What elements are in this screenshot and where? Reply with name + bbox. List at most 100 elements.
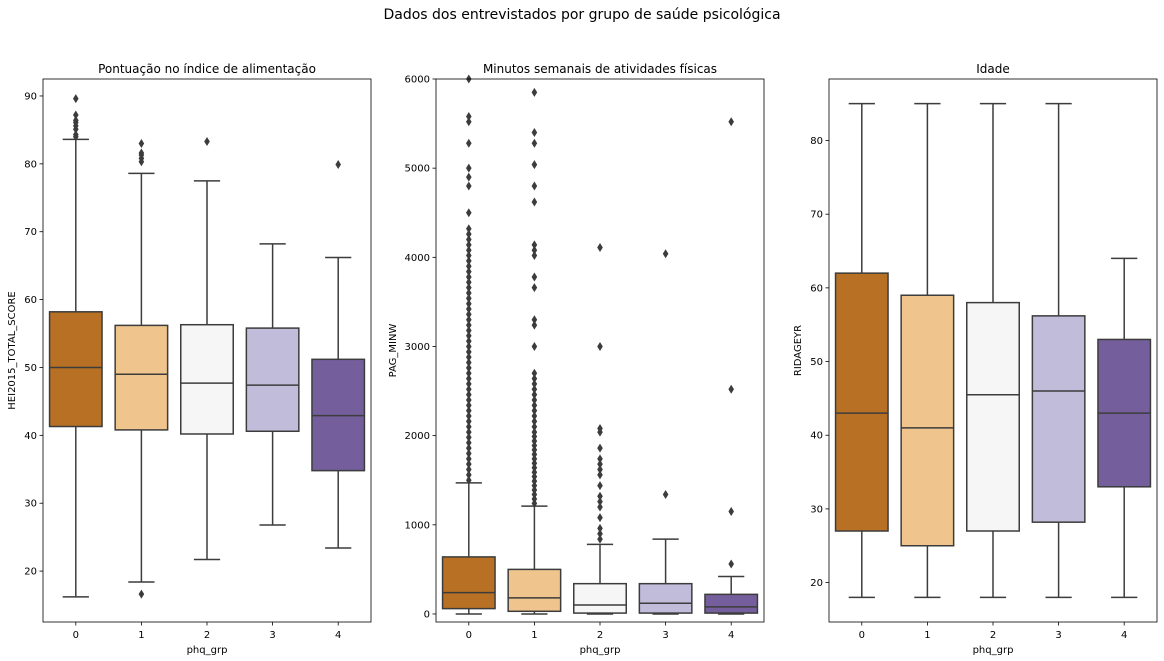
- box: [573, 582, 627, 614]
- box: [834, 272, 889, 532]
- x-tick-label: 3: [1055, 630, 1061, 641]
- outlier-point: [531, 379, 538, 389]
- outlier-point: [466, 309, 472, 319]
- y-tick-label: 6000: [405, 75, 430, 86]
- outlier-point: [597, 491, 603, 501]
- y-tick-label: 20: [24, 567, 37, 578]
- outlier-point: [597, 424, 603, 434]
- outlier-point: [597, 470, 603, 480]
- x-tick-label: 1: [138, 630, 144, 641]
- box-group-0: [441, 74, 496, 615]
- y-tick-label: 20: [810, 578, 823, 589]
- y-tick-label: 40: [810, 431, 823, 442]
- y-tick-label: 50: [810, 357, 823, 368]
- box: [638, 582, 693, 614]
- outlier-point: [597, 459, 603, 469]
- outlier-point: [531, 320, 538, 330]
- outlier-point: [531, 245, 538, 255]
- x-tick-label: 4: [728, 630, 734, 641]
- outlier-point: [531, 315, 538, 325]
- panel-title: Minutos semanais de atividades físicas: [483, 62, 717, 76]
- box: [441, 556, 496, 610]
- outlier-point: [531, 138, 538, 148]
- y-tick-label: 60: [810, 283, 823, 294]
- outlier-point: [466, 331, 472, 341]
- box: [245, 327, 300, 433]
- outlier-point: [466, 454, 472, 464]
- box: [900, 294, 955, 547]
- x-tick-label: 3: [269, 630, 275, 641]
- outlier-point: [466, 117, 472, 127]
- x-tick-label: 0: [73, 630, 79, 641]
- outlier-point: [466, 283, 472, 293]
- box-group-2: [966, 102, 1020, 599]
- outlier-point: [466, 277, 472, 287]
- y-tick-label: 5000: [405, 164, 430, 175]
- box-group-4: [704, 117, 759, 615]
- box: [966, 301, 1020, 532]
- outlier-point: [531, 197, 538, 207]
- outlier-point: [466, 438, 472, 448]
- box-group-2: [180, 136, 234, 561]
- outlier-point: [466, 475, 472, 485]
- x-tick-label: 0: [466, 630, 472, 641]
- outlier-point: [728, 117, 734, 127]
- x-axis-label: phq_grp: [187, 645, 228, 656]
- outlier-point: [73, 94, 79, 104]
- outlier-point: [531, 87, 538, 97]
- outlier-point: [466, 379, 472, 389]
- outlier-point: [138, 148, 145, 158]
- y-tick-label: 80: [24, 159, 37, 170]
- x-tick-label: 2: [597, 630, 603, 641]
- outlier-point: [531, 240, 538, 250]
- outlier-point: [531, 395, 538, 405]
- outlier-point: [466, 256, 472, 266]
- outlier-point: [531, 160, 538, 170]
- box: [180, 323, 234, 435]
- x-axis-label: phq_grp: [580, 645, 621, 656]
- box-group-2: [573, 243, 627, 615]
- outlier-point: [466, 293, 472, 303]
- outlier-point: [73, 130, 79, 140]
- outlier-point: [466, 304, 472, 314]
- outlier-point: [466, 427, 472, 437]
- box-group-3: [1031, 102, 1086, 599]
- outlier-point: [597, 443, 603, 453]
- outlier-point: [597, 465, 603, 475]
- box-group-4: [1097, 257, 1152, 599]
- box: [507, 568, 562, 613]
- chart-panel-1: Minutos semanais de atividades físicas 0 1…: [388, 62, 765, 656]
- y-tick-label: 90: [24, 91, 37, 102]
- outlier-point: [466, 358, 472, 368]
- box-group-1: [114, 138, 169, 599]
- outlier-point: [466, 138, 472, 148]
- outlier-point: [466, 336, 472, 346]
- box-group-1: [900, 102, 955, 599]
- box: [1031, 315, 1086, 523]
- outlier-point: [531, 422, 538, 432]
- chart-panel-2: Idade 20 30 40 50 60 70 80 0 1 2 3 4 phq_grp RIDAGEYR: [793, 62, 1158, 656]
- outlier-point: [138, 138, 145, 148]
- y-tick-label: 80: [810, 136, 823, 147]
- outlier-point: [531, 374, 538, 384]
- y-tick-label: 0: [424, 609, 430, 620]
- outlier-point: [531, 341, 538, 351]
- outlier-point: [204, 136, 210, 146]
- outlier-point: [466, 261, 472, 271]
- outlier-point: [466, 163, 472, 173]
- outlier-point: [466, 240, 472, 250]
- outlier-point: [466, 400, 472, 410]
- outlier-point: [662, 489, 669, 499]
- outlier-point: [662, 249, 669, 259]
- box-group-3: [245, 243, 300, 526]
- outlier-point: [597, 534, 603, 544]
- outlier-point: [597, 243, 603, 253]
- outlier-point: [466, 229, 472, 239]
- outlier-point: [466, 325, 472, 335]
- outlier-point: [597, 454, 603, 464]
- x-axis-label: phq_grp: [973, 645, 1014, 656]
- box-group-0: [834, 102, 889, 599]
- outlier-point: [466, 443, 472, 453]
- y-tick-label: 1000: [405, 520, 430, 531]
